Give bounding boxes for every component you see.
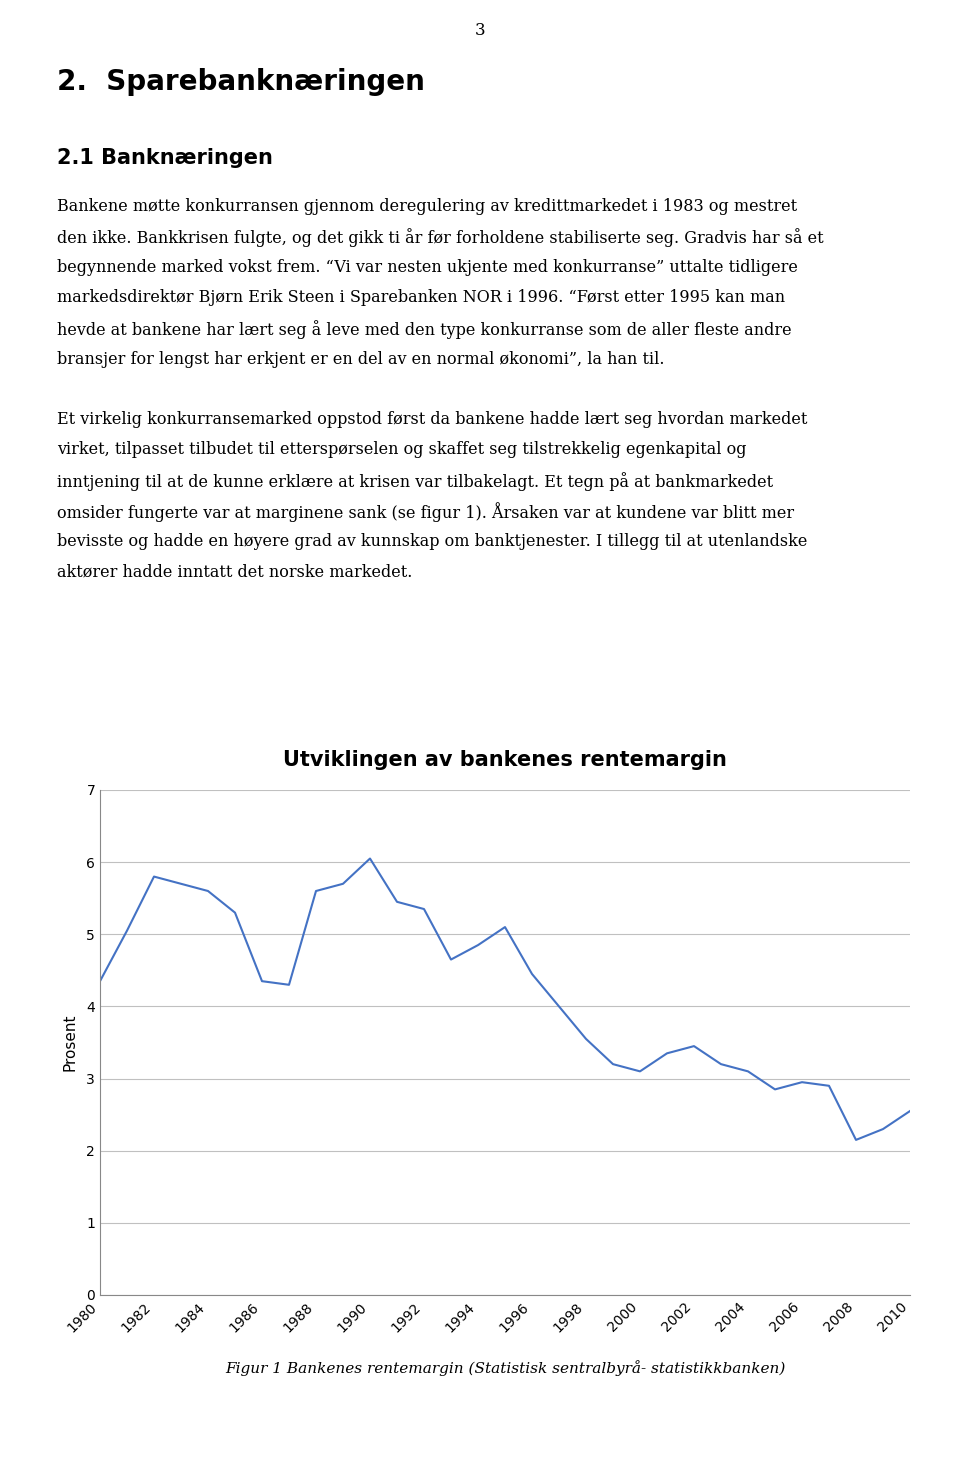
Text: 2.  Sparebanknæringen: 2. Sparebanknæringen — [57, 68, 425, 96]
Text: 2.1 Banknæringen: 2.1 Banknæringen — [57, 148, 273, 168]
Text: markedsdirektør Bjørn Erik Steen i Sparebanken NOR i 1996. “Først etter 1995 kan: markedsdirektør Bjørn Erik Steen i Spare… — [57, 289, 785, 307]
Text: 3: 3 — [474, 22, 486, 39]
Text: hevde at bankene har lært seg å leve med den type konkurranse som de aller flest: hevde at bankene har lært seg å leve med… — [57, 320, 792, 340]
Text: inntjening til at de kunne erklære at krisen var tilbakelagt. Et tegn på at bank: inntjening til at de kunne erklære at kr… — [57, 472, 773, 491]
Text: Bankene møtte konkurransen gjennom deregulering av kredittmarkedet i 1983 og mes: Bankene møtte konkurransen gjennom dereg… — [57, 199, 797, 215]
Text: Utviklingen av bankenes rentemargin: Utviklingen av bankenes rentemargin — [283, 750, 727, 770]
Y-axis label: Prosent: Prosent — [63, 1014, 78, 1071]
Text: aktører hadde inntatt det norske markedet.: aktører hadde inntatt det norske markede… — [57, 564, 413, 580]
Text: Figur 1 Bankenes rentemargin (Statistisk sentralbyrå- statistikkbanken): Figur 1 Bankenes rentemargin (Statistisk… — [225, 1360, 785, 1376]
Text: virket, tilpasset tilbudet til etterspørselen og skaffet seg tilstrekkelig egenk: virket, tilpasset tilbudet til etterspør… — [57, 442, 747, 458]
Text: bransjer for lengst har erkjent er en del av en normal økonomi”, la han til.: bransjer for lengst har erkjent er en de… — [57, 350, 664, 368]
Text: bevisste og hadde en høyere grad av kunnskap om banktjenester. I tillegg til at : bevisste og hadde en høyere grad av kunn… — [57, 532, 807, 550]
Text: omsider fungerte var at marginene sank (se figur 1). Årsaken var at kundene var : omsider fungerte var at marginene sank (… — [57, 503, 794, 522]
Text: den ikke. Bankkrisen fulgte, og det gikk ti år før forholdene stabiliserte seg. : den ikke. Bankkrisen fulgte, og det gikk… — [57, 228, 824, 248]
Text: begynnende marked vokst frem. “Vi var nesten ukjente med konkurranse” uttalte ti: begynnende marked vokst frem. “Vi var ne… — [57, 260, 798, 276]
Text: Et virkelig konkurransemarked oppstod først da bankene hadde lært seg hvordan ma: Et virkelig konkurransemarked oppstod fø… — [57, 411, 807, 429]
